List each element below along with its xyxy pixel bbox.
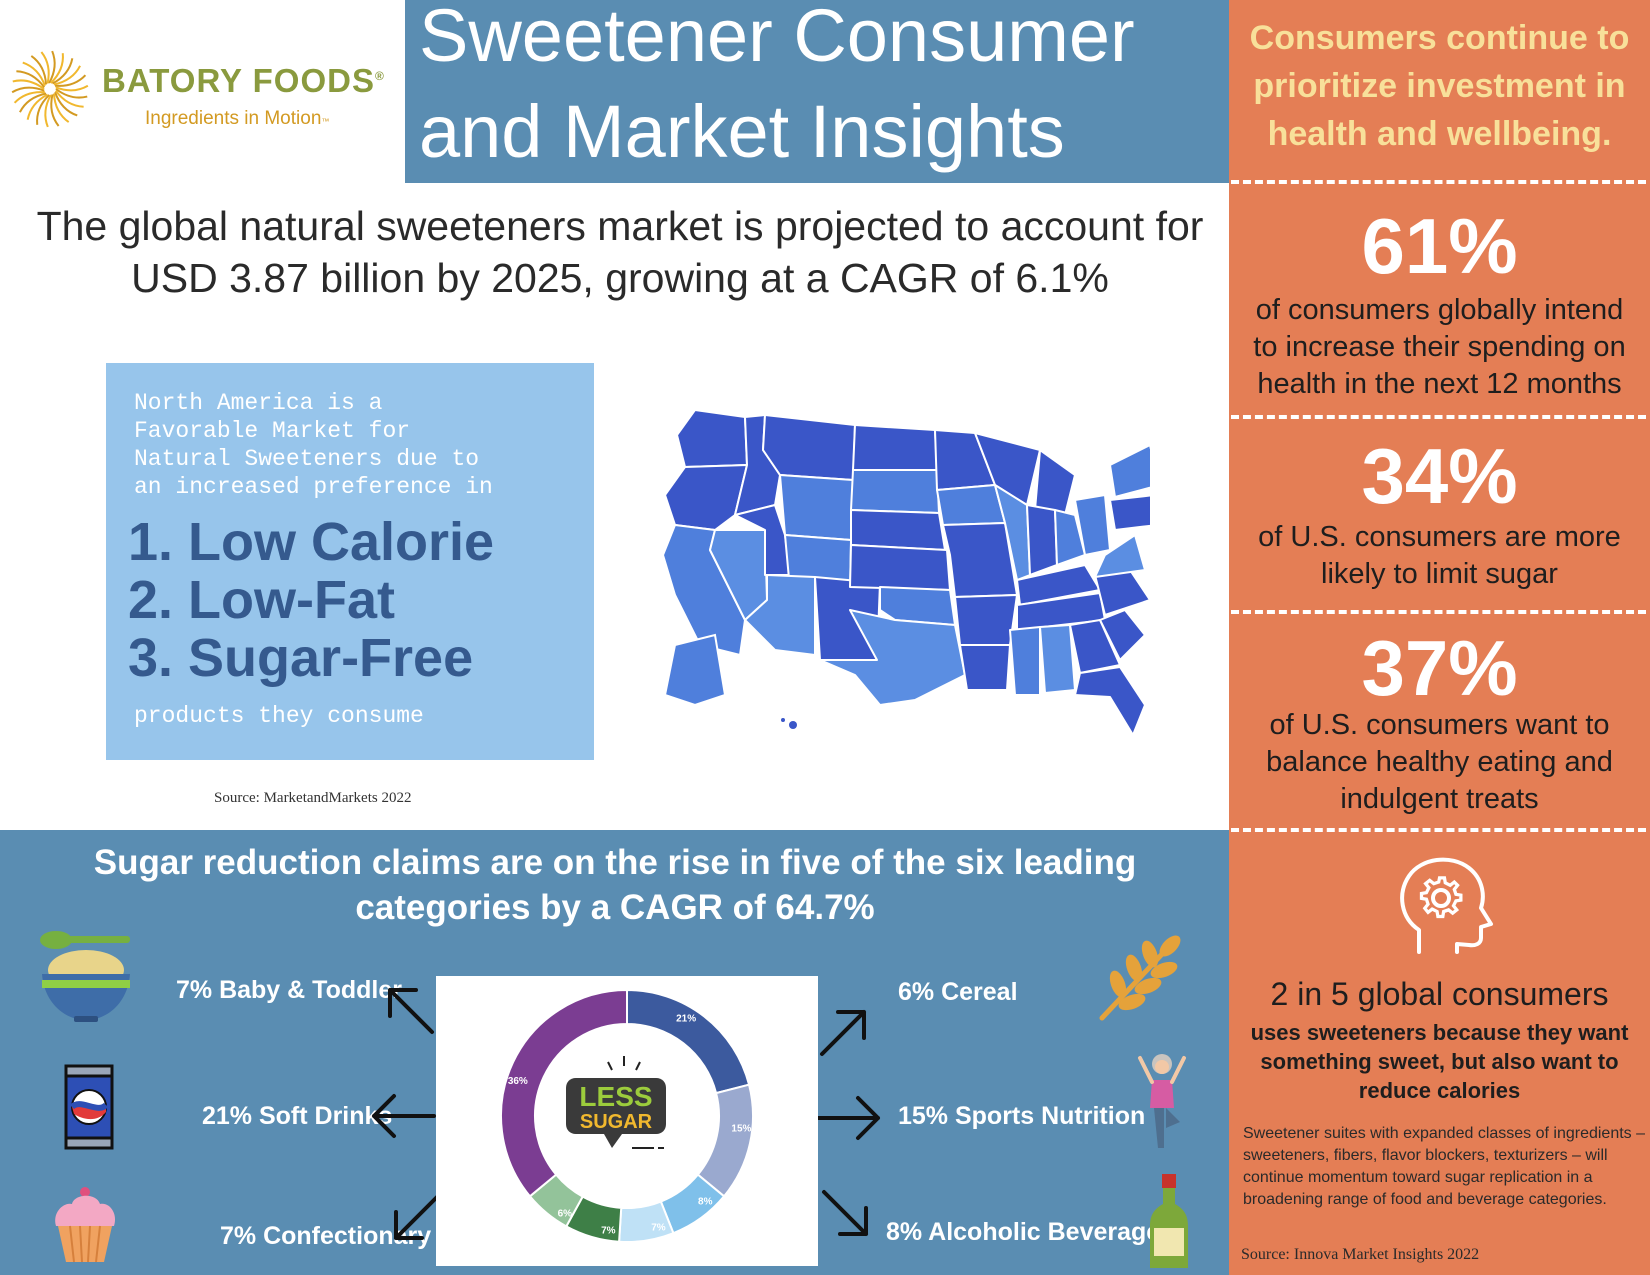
divider <box>1231 180 1646 184</box>
category-baby-toddler: 7% Baby & Toddler <box>176 976 402 1004</box>
cupcake-icon <box>55 1187 116 1263</box>
donut-label: 8% <box>698 1196 713 1207</box>
donut-label: 6% <box>558 1209 573 1220</box>
logo-ray <box>22 61 46 87</box>
preference-item-2: 2. Low-Fat <box>128 570 395 630</box>
logo-ray <box>54 74 87 87</box>
head-gear-icon <box>1400 857 1493 954</box>
logo-ray <box>54 91 78 117</box>
category-sports-nutrition: 15% Sports Nutrition <box>898 1102 1146 1130</box>
arrow-up-right-icon <box>820 1010 866 1056</box>
logo-tagline: Ingredients in Motion™ <box>145 108 330 129</box>
source-innova: Source: Innova Market Insights 2022 <box>1241 1246 1480 1263</box>
sweetener-use-reason: uses sweeteners because they want someth… <box>1250 1020 1629 1103</box>
donut-slice <box>626 988 751 1095</box>
wheat-icon <box>1099 935 1181 1021</box>
donut-slice <box>696 1083 754 1198</box>
stat-61-value: 61% <box>1361 202 1518 290</box>
category-cereal: 6% Cereal <box>898 978 1018 1006</box>
baby-food-bowl-icon <box>40 931 130 1022</box>
market-headline: The global natural sweeteners market is … <box>20 200 1220 304</box>
donut-chart: 21% 15% 8% 7% 7% 6% 36% LESS SUGAR <box>500 988 754 1243</box>
logo-ray <box>36 94 50 125</box>
arrow-up-left-icon <box>388 988 434 1034</box>
north-america-outro: products they consume <box>134 703 424 729</box>
arrow-left-icon <box>372 1094 436 1138</box>
preference-item-1: 1. Low Calorie <box>128 512 495 572</box>
logo-ray <box>19 92 47 113</box>
logo-ray <box>55 88 88 99</box>
north-america-panel: North America is a Favorable Market for … <box>106 363 594 760</box>
badge-line-2: SUGAR <box>580 1111 653 1133</box>
stat-61-text: of consumers globally intend to increase… <box>1253 294 1626 400</box>
donut-slices <box>500 988 754 1243</box>
sugar-reduction-heading: Sugar reduction claims are on the rise i… <box>93 843 1137 927</box>
divider <box>1231 415 1646 419</box>
logo-ray <box>13 91 46 104</box>
logo-ray <box>52 93 70 123</box>
divider <box>1231 828 1646 832</box>
donut-label: 36% <box>508 1076 528 1087</box>
north-america-intro: North America is a Favorable Market for … <box>134 390 493 500</box>
donut-label: 7% <box>651 1223 666 1234</box>
yoga-person-icon <box>1138 1054 1186 1148</box>
preference-item-3: 3. Sugar-Free <box>128 628 474 688</box>
donut-slice <box>500 988 628 1198</box>
badge-line-1: LESS <box>579 1081 652 1112</box>
wellbeing-heading: Consumers continue to prioritize investm… <box>1249 19 1630 153</box>
headline-line-1: The global natural sweeteners market is … <box>36 203 1204 249</box>
batory-foods-logo: BATORY FOODS® Ingredients in Motion™ <box>10 44 395 144</box>
donut-label: 7% <box>601 1225 616 1236</box>
headline-line-2: USD 3.87 billion by 2025, growing at a C… <box>131 255 1109 301</box>
stat-37-value: 37% <box>1361 624 1518 712</box>
sweetener-suites-note: Sweetener suites with expanded classes o… <box>1243 1125 1646 1208</box>
logo-ray <box>40 51 50 84</box>
less-sugar-badge-icon: LESS SUGAR <box>566 1056 666 1149</box>
logo-ray <box>11 86 45 94</box>
logo-ray <box>48 50 56 84</box>
logo-ray <box>50 94 60 127</box>
logo-ray <box>26 93 48 120</box>
stat-37-text: of U.S. consumers want to balance health… <box>1266 709 1613 815</box>
donut-label: 21% <box>676 1013 696 1024</box>
donut-label: 15% <box>731 1123 751 1134</box>
stat-34-value: 34% <box>1361 432 1518 520</box>
logo-ray <box>53 65 81 86</box>
two-in-five-stat: 2 in 5 global consumers <box>1270 976 1609 1012</box>
title-line-2: and Market Insights <box>419 90 1065 173</box>
consumer-stats-column: Consumers continue to prioritize investm… <box>1229 0 1650 1275</box>
logo-ray <box>12 79 45 90</box>
logo-ray <box>16 70 46 88</box>
title-banner: Sweetener Consumer and Market Insights <box>405 0 1229 183</box>
logo-ray <box>54 90 84 108</box>
us-map-icon <box>662 409 1150 735</box>
category-alcoholic-beverages: 8% Alcoholic Beverages <box>886 1218 1175 1246</box>
logo-ray <box>50 53 64 84</box>
logo-ray <box>44 94 52 128</box>
arrow-down-left-icon <box>394 1194 440 1240</box>
bottle-icon <box>1150 1174 1188 1268</box>
logo-ray <box>30 55 48 85</box>
logo-ray <box>55 84 89 92</box>
source-marketsandmarkets: Source: MarketandMarkets 2022 <box>214 790 412 806</box>
divider <box>1231 610 1646 614</box>
logo-brand-name: BATORY FOODS® <box>102 62 385 99</box>
sugar-reduction-section: Sugar reduction claims are on the rise i… <box>0 830 1229 1275</box>
soda-can-icon <box>64 1064 114 1150</box>
category-soft-drinks: 21% Soft Drinks <box>202 1102 393 1130</box>
arrow-down-right-icon <box>822 1190 868 1236</box>
title-line-1: Sweetener Consumer <box>419 0 1135 77</box>
arrow-right-icon <box>816 1096 880 1140</box>
sunburst-logo-icon <box>11 50 89 128</box>
category-share-chart: 21% 15% 8% 7% 7% 6% 36% LESS SUGAR <box>436 976 818 1266</box>
stat-34-text: of U.S. consumers are more likely to lim… <box>1258 521 1621 590</box>
logo-ray <box>52 58 74 85</box>
donut-labels: 21% 15% 8% 7% 7% 6% 36% <box>508 1013 752 1236</box>
